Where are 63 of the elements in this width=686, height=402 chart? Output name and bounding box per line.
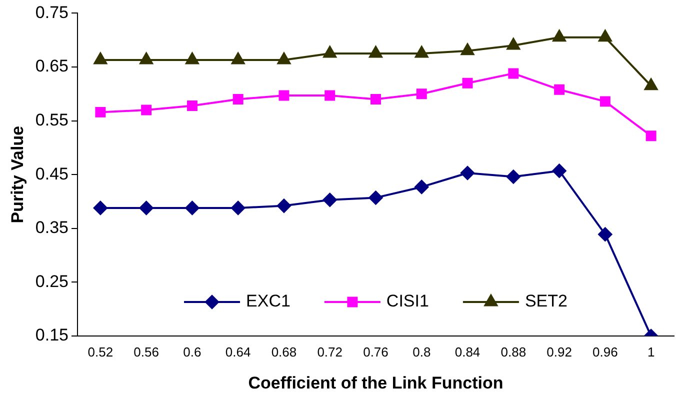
point (462, 78, 473, 88)
point (598, 30, 612, 42)
y-tick-label: 0.75 (35, 2, 68, 22)
x-tick-label: 0.68 (271, 344, 297, 360)
x-tick-label: 0.52 (88, 344, 114, 360)
point (414, 180, 429, 194)
point (600, 96, 610, 107)
x-tick-label: 0.76 (363, 344, 388, 360)
point (323, 46, 336, 58)
x-tick-label: 0.96 (592, 344, 618, 360)
point (368, 190, 383, 205)
point (140, 52, 153, 64)
x-tick-label: 0.84 (454, 344, 480, 360)
point (369, 46, 382, 58)
x-tick-label: 0.64 (225, 344, 251, 360)
x-tick-label: 0.56 (134, 344, 159, 360)
legend-label: CISI1 (386, 292, 429, 311)
point (370, 94, 381, 105)
point (186, 52, 199, 64)
y-axis-title: Purity Value (8, 126, 27, 224)
y-tick-label: 0.65 (35, 56, 68, 76)
point (646, 130, 656, 142)
point (460, 43, 474, 56)
point (506, 170, 520, 184)
y-tick-label: 0.25 (35, 272, 68, 291)
point (506, 38, 520, 50)
point (508, 68, 519, 79)
point (598, 227, 612, 242)
y-tick-label: 0.55 (35, 110, 68, 130)
x-tick-label: 1 (647, 344, 655, 360)
point (139, 200, 154, 215)
point (324, 90, 336, 101)
x-tick-label: 0.72 (317, 344, 343, 360)
y-tick-label: 0.45 (35, 164, 68, 184)
point (554, 84, 565, 95)
point (94, 52, 108, 64)
legend-label: EXC1 (246, 292, 290, 311)
x-tick-label: 0.92 (546, 344, 572, 360)
x-tick-label: 0.88 (500, 344, 526, 360)
point (322, 192, 337, 207)
point (276, 198, 291, 213)
point (278, 90, 290, 101)
point (141, 104, 152, 116)
point (95, 106, 106, 118)
point (231, 200, 246, 215)
point (277, 52, 291, 64)
x-tick-label: 0.8 (412, 344, 431, 360)
point (644, 78, 658, 90)
point (416, 88, 427, 100)
x-axis-title: Coefficient of the Link Function (248, 373, 504, 392)
point (186, 100, 198, 111)
point (552, 164, 566, 178)
y-tick-label: 0.15 (35, 326, 68, 345)
point (232, 94, 244, 105)
point (185, 200, 200, 215)
x-tick-label: 0.6 (183, 344, 202, 360)
point (415, 46, 428, 58)
point (231, 52, 245, 64)
legend-label: SET2 (524, 292, 568, 311)
point (552, 30, 566, 42)
point (93, 200, 108, 215)
y-tick-label: 0.35 (35, 218, 68, 238)
point (460, 166, 475, 180)
